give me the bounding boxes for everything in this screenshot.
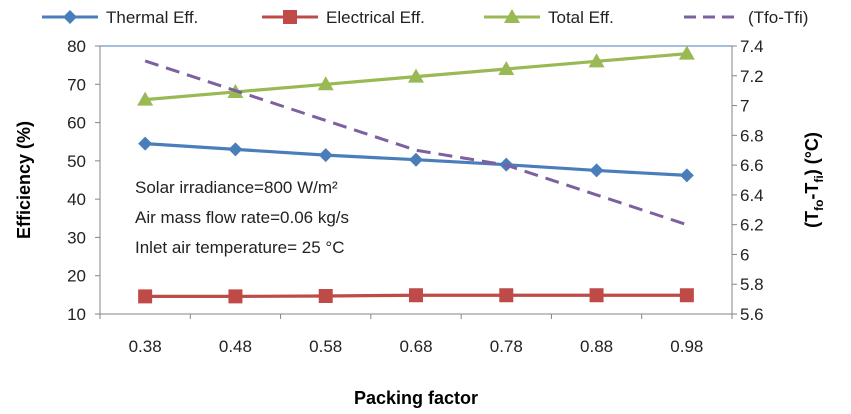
annotation-line: Inlet air temperature= 25 °C	[135, 238, 345, 257]
data-point	[138, 289, 153, 304]
axes	[99, 45, 733, 315]
y2-axis-title-part2: -T	[802, 183, 822, 200]
x-tick-label: 0.98	[670, 337, 703, 356]
y-tick-label: 20	[67, 267, 86, 286]
y-tick-label: 10	[67, 305, 86, 324]
x-tick-label: 0.38	[129, 337, 162, 356]
series-total-eff	[137, 45, 695, 106]
y2-axis-title: (Tfo-Tfi) (°C)	[802, 132, 826, 228]
legend-label: Electrical Eff.	[326, 8, 425, 27]
y-tick-label: 70	[67, 75, 86, 94]
y2-tick-label: 7.2	[740, 67, 764, 86]
data-point	[678, 45, 695, 60]
y2-tick-label: 5.6	[740, 305, 764, 324]
y2-axis-title-sub2: fi	[812, 175, 826, 182]
legend-marker	[283, 10, 297, 24]
data-point	[318, 148, 333, 163]
legend: Thermal Eff. Electrical Eff. Total Eff. (Tf…	[42, 8, 808, 27]
data-point	[409, 288, 423, 303]
x-ticks: 0.38 0.48 0.58 0.68 0.78 0.88 0.98	[99, 314, 733, 356]
series-thermal-eff	[138, 136, 694, 183]
series-tfo-tfi	[144, 59, 688, 227]
y-axis-title: Efficiency (%)	[14, 121, 34, 239]
data-point	[317, 76, 334, 91]
data-point	[499, 288, 514, 303]
x-tick-label: 0.78	[490, 337, 523, 356]
data-point	[588, 53, 605, 68]
data-point	[318, 289, 333, 304]
y-tick-label: 60	[67, 114, 86, 133]
legend-marker	[504, 9, 520, 23]
y2-axis-title-sub1: fo	[812, 200, 826, 211]
annotation-box: Solar irradiance=800 W/m² Air mass flow r…	[135, 178, 349, 257]
y2-tick-label: 6.4	[740, 186, 764, 205]
y-ticks: 10 20 30 40 50 60 70 80	[67, 37, 100, 324]
y2-axis-title-part1: (T	[802, 211, 822, 228]
x-axis-title: Packing factor	[354, 388, 478, 408]
legend-label: (Tfo-Tfi)	[748, 8, 808, 27]
y2-tick-label: 6.6	[740, 156, 764, 175]
y2-tick-label: 6	[740, 245, 749, 264]
x-tick-label: 0.68	[399, 337, 432, 356]
data-point	[589, 163, 604, 178]
data-point	[408, 68, 424, 83]
y-tick-label: 30	[67, 228, 86, 247]
y-tick-label: 80	[67, 37, 86, 56]
legend-marker	[63, 10, 77, 24]
legend-item: Electrical Eff.	[262, 8, 425, 27]
legend-label: Thermal Eff.	[106, 8, 198, 27]
legend-item: Thermal Eff.	[42, 8, 198, 27]
annotation-line: Air mass flow rate=0.06 kg/s	[135, 208, 349, 227]
data-point	[679, 288, 694, 303]
data-point	[409, 152, 423, 167]
data-point	[589, 288, 604, 303]
legend-item: Total Eff.	[484, 8, 614, 27]
y2-tick-label: 7.4	[740, 37, 764, 56]
y2-ticks: 5.6 5.8 6 6.2 6.4 6.6 6.8 7 7.2 7.4	[732, 37, 764, 324]
data-point	[228, 289, 243, 304]
y2-tick-label: 5.8	[740, 275, 764, 294]
x-tick-label: 0.88	[580, 337, 613, 356]
series-line	[144, 59, 688, 227]
data-point	[137, 91, 154, 106]
series-electrical-eff	[138, 288, 694, 304]
series-group	[137, 45, 695, 304]
y2-tick-label: 6.2	[740, 216, 764, 235]
legend-item: (Tfo-Tfi)	[684, 8, 808, 27]
data-point	[138, 136, 153, 151]
data-point	[498, 60, 515, 75]
y2-axis-title-part3: ) (°C)	[802, 132, 822, 175]
y-tick-label: 40	[67, 190, 86, 209]
annotation-line: Solar irradiance=800 W/m²	[135, 178, 338, 197]
data-point	[679, 168, 694, 183]
y-tick-label: 50	[67, 152, 86, 171]
y2-tick-label: 6.8	[740, 126, 764, 145]
legend-label: Total Eff.	[548, 8, 614, 27]
x-tick-label: 0.48	[219, 337, 252, 356]
x-tick-label: 0.58	[309, 337, 342, 356]
y2-tick-label: 7	[740, 97, 749, 116]
data-point	[228, 142, 243, 157]
